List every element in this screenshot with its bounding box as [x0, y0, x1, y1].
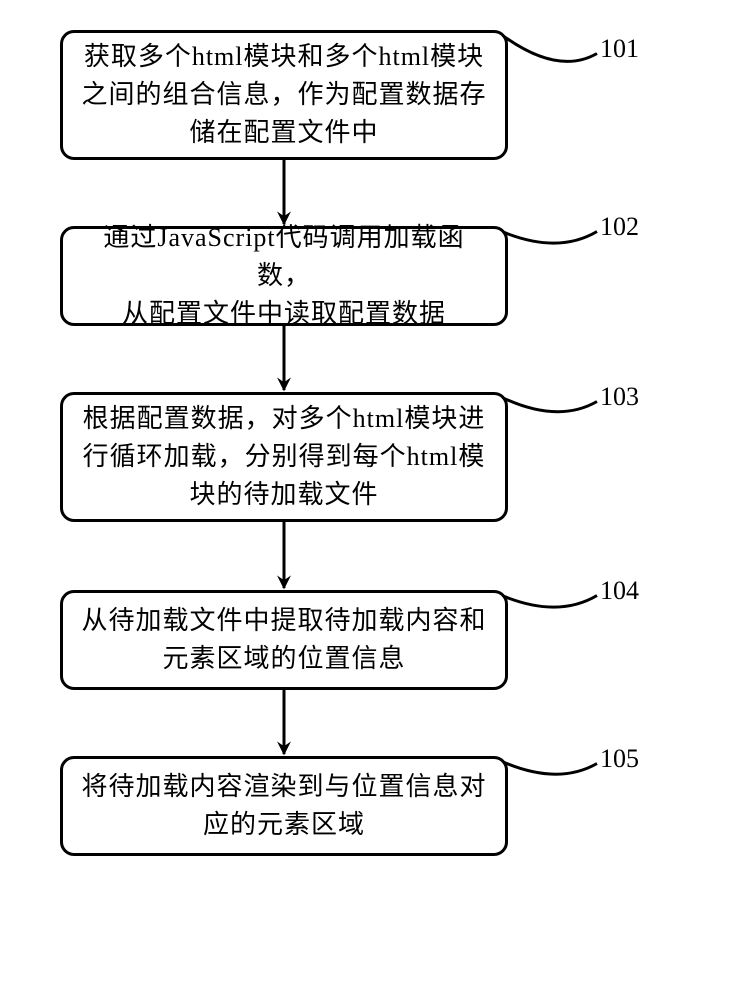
flowchart-node: 将待加载内容渲染到与位置信息对 应的元素区域 [60, 756, 508, 856]
flowchart-node: 根据配置数据，对多个html模块进 行循环加载，分别得到每个html模 块的待加… [60, 392, 508, 522]
step-number-label: 103 [600, 382, 639, 412]
flowchart-node-text: 从待加载文件中提取待加载内容和 元素区域的位置信息 [81, 602, 486, 677]
flowchart-node-text: 根据配置数据，对多个html模块进 行循环加载，分别得到每个html模 块的待加… [83, 400, 486, 513]
flowchart-node: 获取多个html模块和多个html模块 之间的组合信息，作为配置数据存 储在配置… [60, 30, 508, 160]
step-number-label: 101 [600, 34, 639, 64]
flowchart-node-text: 将待加载内容渲染到与位置信息对 应的元素区域 [81, 768, 486, 843]
flowchart-node-text: 通过JavaScript代码调用加载函数， 从配置文件中读取配置数据 [81, 219, 487, 332]
flowchart-node: 通过JavaScript代码调用加载函数， 从配置文件中读取配置数据 [60, 226, 508, 326]
step-number-label: 104 [600, 576, 639, 606]
flowchart-node: 从待加载文件中提取待加载内容和 元素区域的位置信息 [60, 590, 508, 690]
flowchart-canvas: 获取多个html模块和多个html模块 之间的组合信息，作为配置数据存 储在配置… [0, 0, 731, 1000]
flowchart-node-text: 获取多个html模块和多个html模块 之间的组合信息，作为配置数据存 储在配置… [81, 38, 486, 151]
step-number-label: 105 [600, 744, 639, 774]
step-number-label: 102 [600, 212, 639, 242]
